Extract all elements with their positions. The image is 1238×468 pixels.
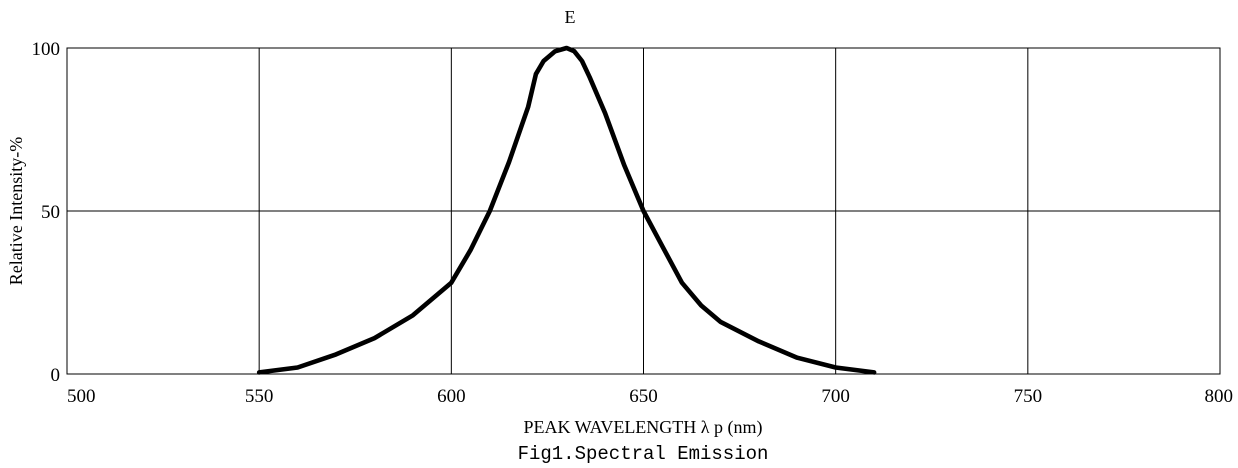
y-tick-label: 100	[32, 39, 61, 60]
figure-caption: Fig1.Spectral Emission	[518, 443, 769, 465]
emission-curve	[256, 45, 877, 375]
plot-frame	[66, 47, 1221, 375]
x-tick-label: 600	[437, 386, 466, 407]
y-tick-label: 50	[41, 202, 60, 223]
x-axis-label: PEAK WAVELENGTH λ p (nm)	[523, 417, 762, 438]
x-tick-label: 550	[245, 386, 274, 407]
x-tick-label: 500	[67, 386, 96, 407]
emission-curve-outer	[256, 45, 877, 375]
x-tick-label: 700	[821, 386, 850, 407]
emission-curve-inner	[258, 47, 875, 373]
x-tick-labels: 500 550 600 650 700 750 800	[67, 386, 1233, 407]
y-tick-labels: 0 50 100	[32, 39, 61, 386]
y-tick-label: 0	[51, 365, 61, 386]
x-tick-label: 650	[629, 386, 658, 407]
y-axis-label: Relative Intensity-%	[6, 137, 26, 285]
x-tick-label: 800	[1205, 386, 1234, 407]
chart-title: E	[565, 7, 576, 27]
x-tick-label: 750	[1014, 386, 1043, 407]
